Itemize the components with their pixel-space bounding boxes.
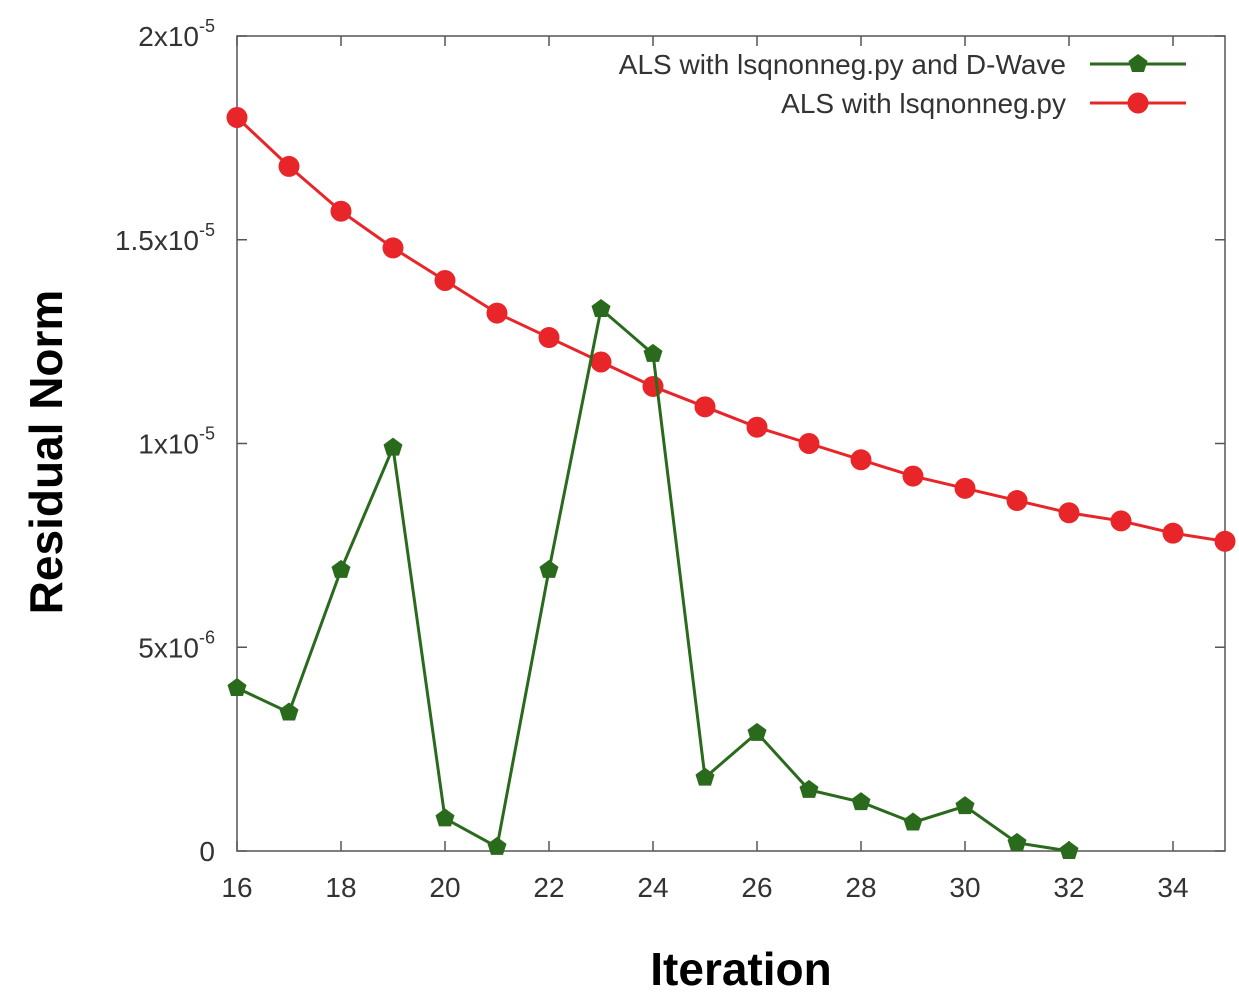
data-point — [746, 416, 768, 438]
data-point — [642, 375, 664, 397]
data-point — [590, 351, 612, 373]
data-point — [1162, 522, 1184, 544]
x-tick-label: 24 — [637, 872, 668, 903]
data-point — [539, 559, 559, 578]
data-point — [850, 449, 872, 471]
data-point — [487, 836, 507, 855]
series-line — [235, 116, 1226, 543]
data-point — [486, 302, 508, 324]
data-point — [434, 270, 456, 291]
data-point — [1110, 510, 1132, 532]
x-tick-label: 18 — [325, 872, 356, 903]
x-tick-label: 22 — [533, 872, 564, 903]
x-tick-label: 32 — [1053, 872, 1084, 903]
data-point — [1059, 841, 1079, 859]
x-axis-ticks: 16 18 20 22 24 26 28 30 32 34 — [221, 36, 1189, 903]
x-tick-label: 20 — [429, 872, 460, 903]
series-0 — [227, 299, 1079, 859]
y-tick-label: 5x10-6 — [138, 627, 215, 663]
y-tick-label: 1x10-5 — [138, 424, 215, 460]
data-point — [1006, 490, 1028, 512]
data-point — [851, 792, 871, 811]
legend-label: ALS with lsqnonneg.py and D-Wave — [619, 49, 1066, 80]
data-point — [330, 200, 352, 222]
data-point — [694, 396, 716, 418]
data-point — [591, 299, 611, 318]
legend-item: ALS with lsqnonneg.py and D-Wave — [619, 49, 1186, 80]
data-point — [747, 722, 767, 741]
x-tick-label: 34 — [1157, 872, 1188, 903]
data-point — [643, 343, 663, 362]
y-tick-label: 1.5x10-5 — [115, 220, 215, 256]
data-point — [226, 107, 248, 128]
series-1 — [226, 107, 1236, 552]
legend-item: ALS with lsqnonneg.py — [781, 88, 1186, 119]
x-tick-label: 26 — [741, 872, 772, 903]
data-point — [695, 767, 715, 786]
legend: ALS with lsqnonneg.py and D-Wave ALS with… — [619, 49, 1186, 119]
data-point — [954, 477, 976, 499]
data-point — [1058, 502, 1080, 524]
x-tick-label: 28 — [845, 872, 876, 903]
data-point — [955, 796, 975, 815]
y-tick-label: 2x10-5 — [138, 16, 215, 52]
x-tick-label: 30 — [949, 872, 980, 903]
legend-label: ALS with lsqnonneg.py — [781, 88, 1066, 119]
data-point — [902, 465, 924, 487]
y-axis-title: Residual Norm — [20, 290, 72, 615]
data-point — [382, 237, 404, 259]
y-tick-label: 0 — [199, 836, 215, 867]
data-point — [278, 155, 300, 177]
x-axis-title: Iteration — [650, 943, 831, 993]
series-layer — [226, 107, 1236, 859]
data-point — [903, 812, 923, 831]
data-point — [331, 559, 351, 578]
data-point — [279, 702, 299, 721]
data-point — [227, 678, 247, 696]
data-point — [799, 779, 819, 798]
data-point — [383, 437, 403, 456]
data-point — [538, 327, 560, 349]
data-point — [435, 808, 455, 827]
y-axis-ticks: 0 5x10-6 1x10-5 1.5x10-5 2x10-5 — [115, 16, 1225, 867]
legend-marker — [1127, 92, 1149, 114]
data-point — [1007, 832, 1027, 851]
legend-marker — [1128, 54, 1148, 72]
x-tick-label: 16 — [221, 872, 252, 903]
data-point — [798, 433, 820, 454]
data-point — [1214, 530, 1236, 552]
